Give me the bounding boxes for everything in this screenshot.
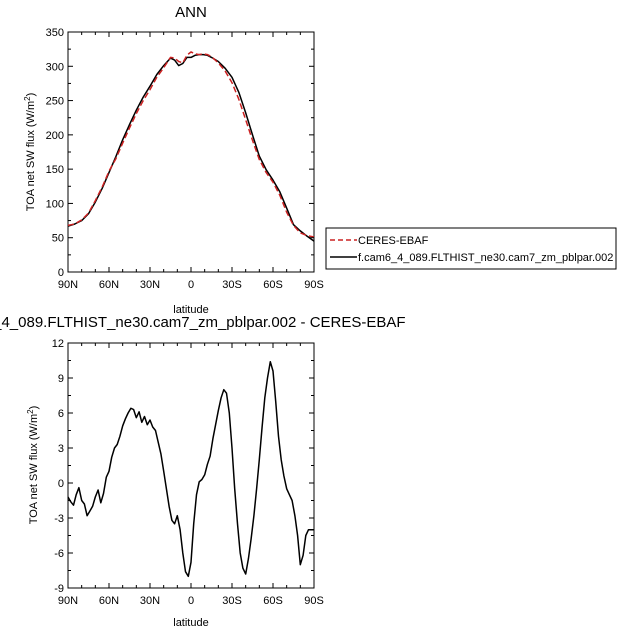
panel-2-y-tick-label: -3: [54, 513, 64, 525]
panel-1-x-tick-label: 30N: [140, 279, 160, 291]
panel-2-x-tick-label: 0: [188, 595, 194, 607]
panel-1-series-line-1: [67, 51, 315, 238]
legend-label-model-run: f.cam6_4_089.FLTHIST_ne30.cam7_zm_pblpar…: [358, 252, 613, 264]
panel-1-title: ANN: [175, 4, 207, 21]
panel-2-title: n6_4_089.FLTHIST_ne30.cam7_zm_pblpar.002…: [0, 314, 406, 331]
panel-1-y-tick-label: 150: [46, 164, 64, 176]
panel-1-x-tick-label: 0: [188, 279, 194, 291]
panel-1-x-tick-label: 90N: [58, 279, 78, 291]
panel-2-y-axis-label: TOA net SW flux (W/m2): [26, 406, 40, 525]
panel-1-y-tick-label: 50: [52, 233, 64, 245]
panel-2-y-tick-label: -6: [54, 548, 64, 560]
panel-1-y-tick-label: 250: [46, 96, 64, 108]
panel-2-y-tick-label: 0: [58, 478, 64, 490]
panel-2-y-tick-label: -9: [54, 583, 64, 595]
panel-1-x-axis-label: latitude: [173, 304, 208, 316]
panel-1-y-tick-label: 0: [58, 267, 64, 279]
panel-2-plot-frame: [67, 342, 315, 589]
panel-2-y-tick-label: 9: [58, 373, 64, 385]
legend-frame: [325, 227, 617, 270]
panel-2-y-tick-label: 6: [58, 408, 64, 420]
panel-1-series-line-2: [67, 53, 315, 242]
panel-2-x-tick-label: 90S: [304, 595, 324, 607]
panel-2-series-line-1: [67, 360, 314, 578]
panel-1-x-tick-label: 60S: [263, 279, 283, 291]
panel-1-plot-frame: [67, 31, 315, 273]
panel-2-x-tick-label: 60N: [99, 595, 119, 607]
panel-1-y-tick-label: 200: [46, 130, 64, 142]
legend: CERES-EBAF f.cam6_4_089.FLTHIST_ne30.cam…: [325, 227, 617, 270]
legend-label-ceres-ebaf: CERES-EBAF: [358, 235, 429, 247]
panel-1-x-tick-label: 90S: [304, 279, 324, 291]
panel-2-x-tick-label: 60S: [263, 595, 283, 607]
panel-2-x-tick-label: 30S: [222, 595, 242, 607]
panel-difference: n6_4_089.FLTHIST_ne30.cam7_zm_pblpar.002…: [0, 314, 406, 629]
panel-1-y-tick-label: 100: [46, 198, 64, 210]
panel-2-x-tick-label: 90N: [58, 595, 78, 607]
panel-1-x-tick-label: 60N: [99, 279, 119, 291]
panel-1-y-tick-label: 300: [46, 61, 64, 73]
panel-1-x-tick-label: 30S: [222, 279, 242, 291]
panel-2-y-tick-label: 3: [58, 443, 64, 455]
panel-2-x-axis-label: latitude: [173, 617, 208, 629]
panel-annual-mean: ANN 0 50 100 150 200 250 300 350 90N 60N 30N 0 30S 6…: [23, 4, 324, 316]
panel-2-y-tick-label: 12: [52, 338, 64, 350]
panel-1-y-axis-label: TOA net SW flux (W/m2): [23, 93, 37, 212]
panel-2-x-tick-label: 30N: [140, 595, 160, 607]
panel-1-y-tick-label: 350: [46, 27, 64, 39]
